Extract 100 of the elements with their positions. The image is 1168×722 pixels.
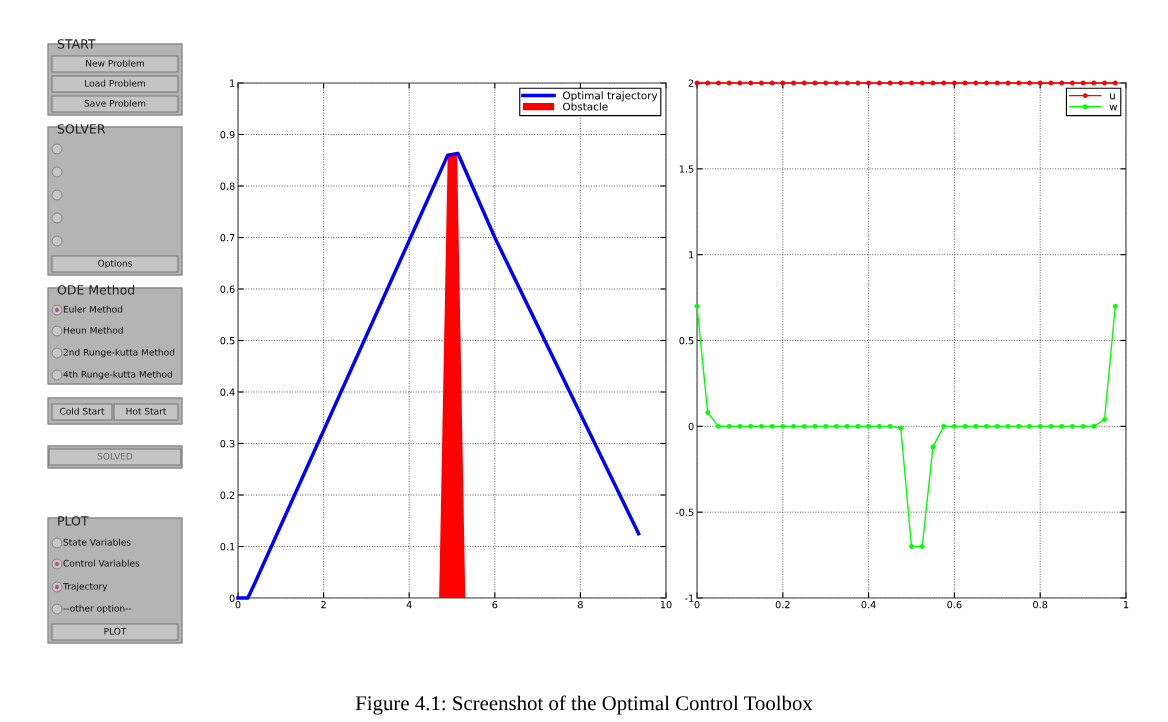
point <box>909 80 914 86</box>
point <box>716 423 721 429</box>
text: SOLVED <box>97 452 133 460</box>
point <box>780 423 786 429</box>
x-tick-label: 10 <box>660 600 672 609</box>
point <box>909 544 914 549</box>
point <box>769 423 775 429</box>
point <box>1037 80 1043 86</box>
text: START <box>57 39 96 49</box>
y-tick-label: 0.8 <box>220 182 235 190</box>
y-tick-label: 0.6 <box>220 285 235 293</box>
point <box>941 80 947 86</box>
text: 4th Runge-kutta Method <box>63 370 172 380</box>
x-tick-label: 0.8 <box>1033 600 1048 609</box>
point <box>984 80 990 86</box>
y-tick-label: 2 <box>688 79 694 87</box>
point <box>833 423 839 429</box>
x-tick-label: 4 <box>406 601 412 609</box>
point <box>941 423 947 429</box>
point <box>801 80 807 86</box>
point <box>726 80 732 86</box>
legend-label: w <box>1109 104 1118 111</box>
y-tick-label: 0 <box>688 422 694 431</box>
point <box>791 80 796 86</box>
point <box>1016 423 1022 429</box>
y-tick-label: 0.3 <box>220 439 235 448</box>
y-tick-label: 1.5 <box>679 165 694 173</box>
x-tick-label: 6 <box>492 600 498 609</box>
text: New Problem <box>86 59 144 67</box>
point <box>694 303 700 309</box>
y-tick-label: 1 <box>230 79 235 87</box>
text: Cold Start <box>60 407 105 415</box>
point <box>855 80 861 86</box>
text: Load Problem <box>85 79 145 87</box>
x-tick-label: 0.2 <box>775 600 790 609</box>
text: SOLVER <box>57 124 106 134</box>
text: Heun Method <box>63 326 123 334</box>
text: Control Variables <box>63 559 140 567</box>
x-tick-label: 0 <box>235 600 241 609</box>
point <box>737 80 743 86</box>
legend-label: Optimal trajectory <box>563 91 658 102</box>
x-tick-label: 2 <box>321 600 326 609</box>
point <box>866 423 872 429</box>
point <box>716 80 721 86</box>
point <box>1080 80 1086 86</box>
point <box>1005 423 1011 429</box>
point <box>1091 423 1097 429</box>
point <box>812 423 818 429</box>
point <box>919 80 925 86</box>
y-tick-label: 0 <box>229 594 235 602</box>
text: --other option-- <box>63 604 132 614</box>
caption: Figure 4.1: Screenshot of the Optimal Control Toolbox <box>355 695 813 715</box>
x-tick-label: 8 <box>577 600 583 609</box>
point <box>994 80 1000 86</box>
text: Options <box>98 259 132 269</box>
legend-label: Obstacle <box>563 102 608 111</box>
point <box>726 423 732 429</box>
point <box>780 80 786 86</box>
point <box>898 80 904 86</box>
text: Save Problem <box>84 99 146 107</box>
point <box>1059 423 1065 429</box>
text: Trajectory <box>62 582 108 592</box>
point <box>866 80 872 86</box>
y-tick-label: 0.5 <box>220 336 235 345</box>
point <box>951 423 957 429</box>
point <box>887 423 893 429</box>
point <box>758 423 764 429</box>
point <box>705 80 711 86</box>
point <box>887 80 893 86</box>
text: PLOT <box>58 516 89 526</box>
point <box>1102 417 1107 422</box>
point <box>1048 80 1054 86</box>
point <box>823 423 829 429</box>
text: Hot Start <box>126 407 167 415</box>
point <box>919 544 925 549</box>
point <box>844 80 850 86</box>
x-tick-label: 0 <box>694 600 700 609</box>
point <box>962 80 968 86</box>
point <box>1112 303 1118 309</box>
line-series <box>236 151 641 600</box>
point <box>833 80 839 86</box>
point <box>823 80 829 86</box>
point <box>1102 80 1107 86</box>
point <box>1027 423 1032 429</box>
y-tick-label: -0.5 <box>675 508 694 516</box>
point <box>812 80 818 86</box>
point <box>1091 80 1097 86</box>
y-tick-label: -1 <box>685 594 694 602</box>
point <box>962 423 968 429</box>
point <box>984 423 990 429</box>
legend-label: u <box>1110 93 1115 100</box>
point <box>930 444 936 450</box>
y-tick-label: 0.2 <box>220 491 235 499</box>
point <box>930 80 936 86</box>
point <box>748 80 754 86</box>
text: State Variables <box>63 538 131 546</box>
point <box>1069 80 1075 86</box>
point <box>973 423 979 429</box>
point <box>973 80 979 86</box>
point <box>951 80 957 86</box>
